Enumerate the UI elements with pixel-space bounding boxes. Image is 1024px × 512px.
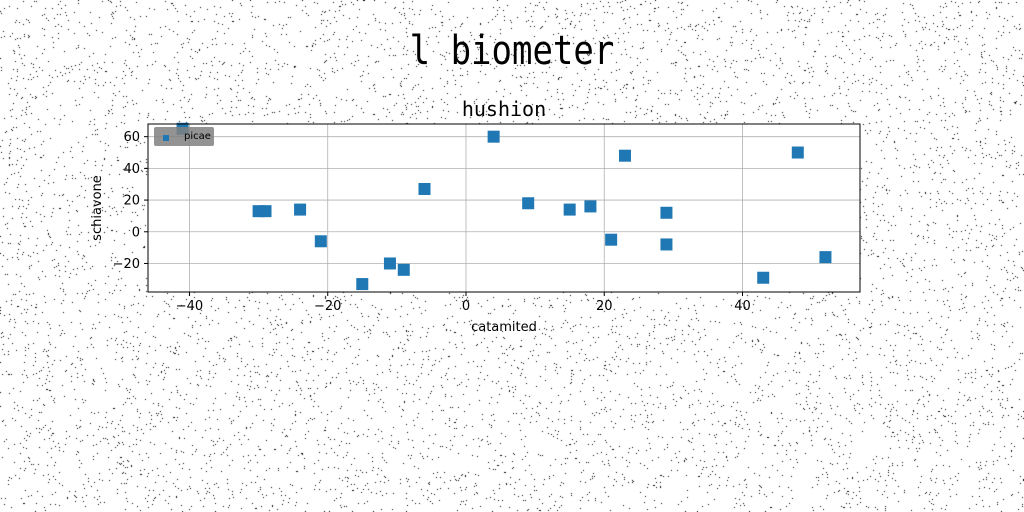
data-point: [584, 200, 597, 213]
y-axis-label: schiavone: [90, 175, 105, 241]
x-tick-label: 20: [596, 299, 613, 314]
data-point: [791, 146, 804, 159]
data-point: [383, 257, 396, 270]
x-tick-label: −40: [176, 299, 203, 314]
data-point: [605, 233, 618, 246]
legend-label-picae: picae: [184, 131, 211, 142]
legend-marker-picae: [163, 135, 169, 141]
data-point: [314, 235, 327, 248]
data-point: [397, 263, 410, 276]
data-point: [418, 182, 431, 195]
x-tick-label: 40: [734, 299, 751, 314]
data-point: [660, 206, 673, 219]
data-point: [660, 238, 673, 251]
legend-box: [154, 127, 214, 146]
x-tick-label: −20: [314, 299, 341, 314]
y-tick-label: 60: [123, 130, 140, 145]
data-point: [294, 203, 307, 216]
data-point: [522, 197, 535, 210]
data-point: [757, 271, 770, 284]
x-axis-label: catamited: [471, 320, 537, 335]
data-point: [487, 130, 500, 143]
data-points: [176, 122, 832, 291]
plot-frame: [147, 123, 861, 293]
y-tick-label: −20: [113, 257, 140, 272]
data-point: [819, 251, 832, 264]
data-point: [252, 205, 265, 218]
chart-title: hushion: [462, 97, 546, 121]
legend: picae: [154, 127, 214, 146]
data-point: [563, 203, 576, 216]
axis-ticks: −40 −20 0 20 40 −20 0 20 40 60: [113, 130, 751, 314]
x-tick-label: 0: [462, 299, 470, 314]
data-point: [259, 205, 272, 218]
data-point: [356, 278, 369, 291]
y-tick-label: 20: [123, 194, 140, 209]
y-tick-label: 0: [132, 225, 140, 240]
data-point: [618, 149, 631, 162]
figure-title: l biometer: [409, 28, 615, 74]
y-tick-label: 40: [123, 162, 140, 177]
